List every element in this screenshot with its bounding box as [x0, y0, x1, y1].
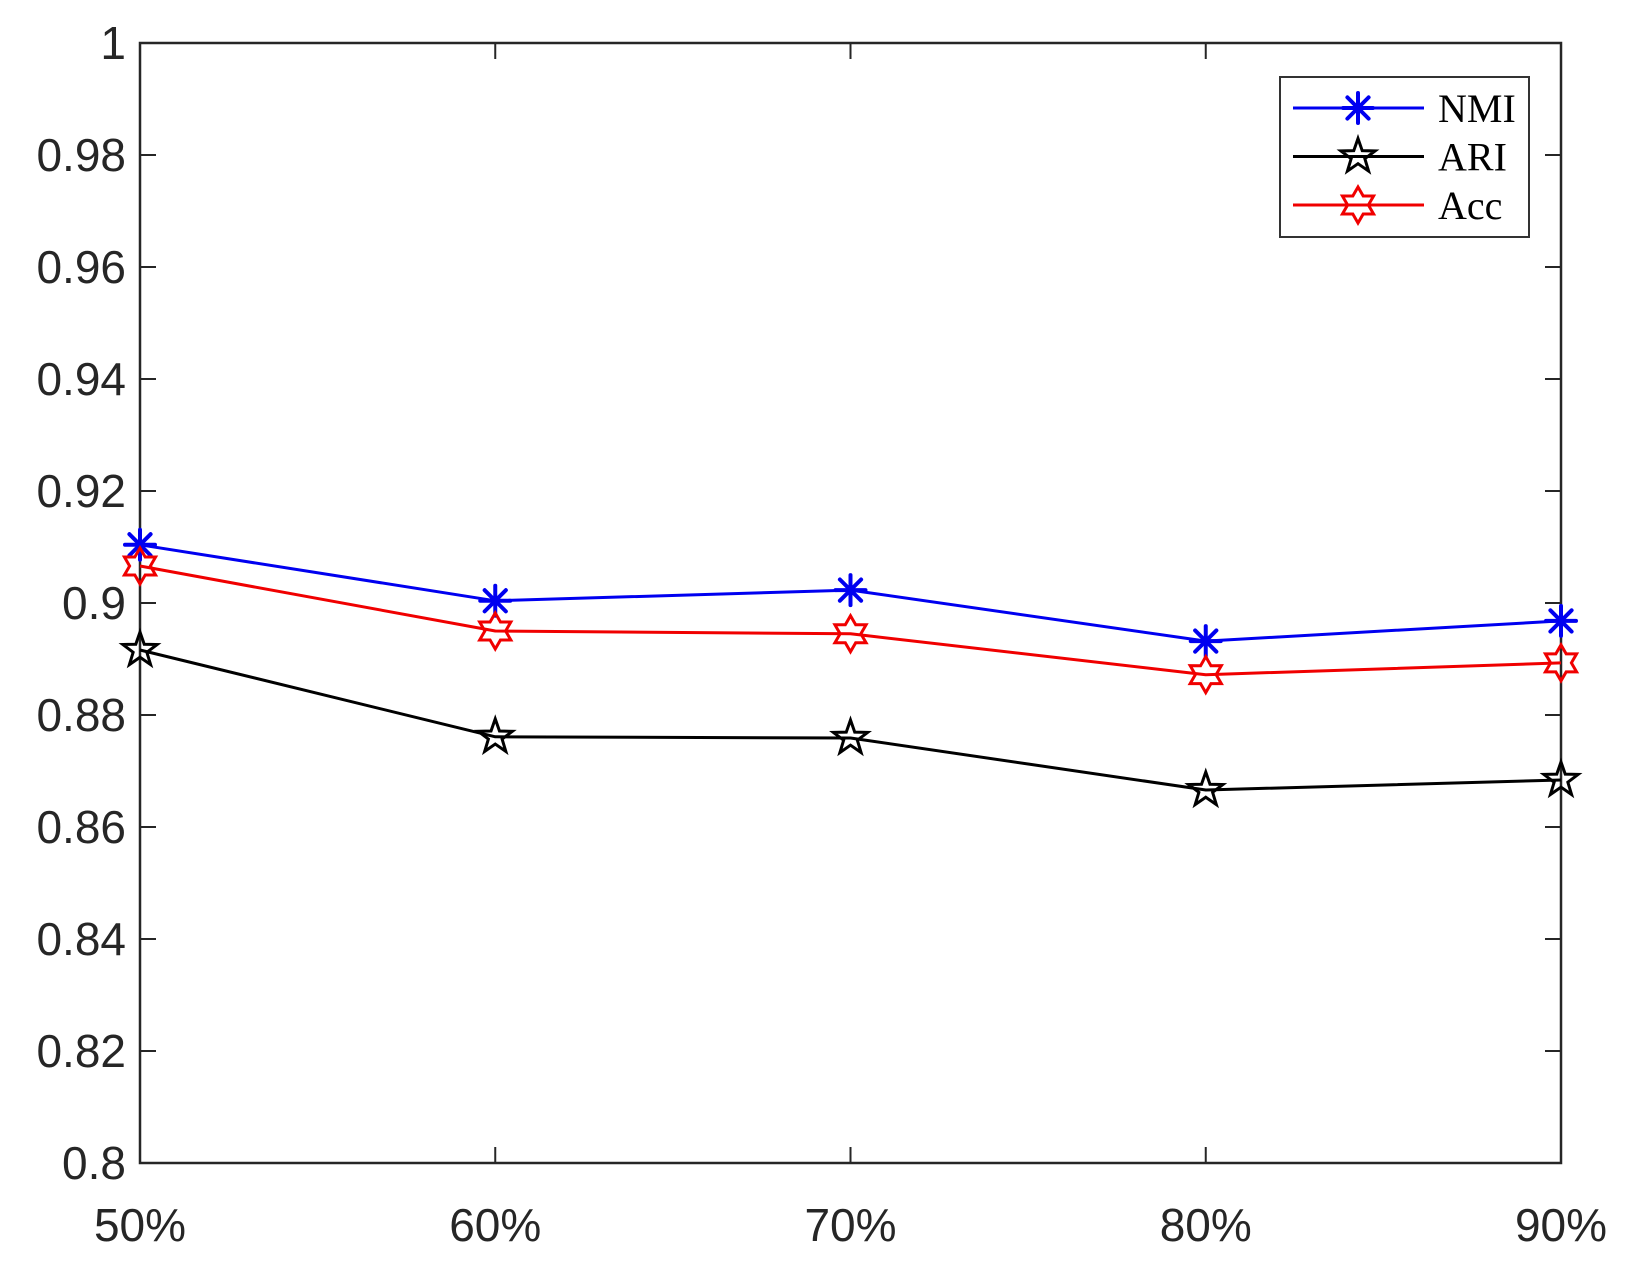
series-line-ari [139, 648, 1562, 792]
pentagram-marker-icon [1184, 767, 1228, 809]
pentagram-outline [118, 627, 162, 669]
asterisk-spoke [1548, 608, 1574, 634]
hexagram-marker-icon [477, 609, 514, 653]
legend-item-acc: Acc [1293, 183, 1502, 228]
asterisk-spoke [1193, 628, 1219, 654]
legend-item-nmi: NMI [1293, 86, 1516, 131]
hexagram-marker-icon [1339, 183, 1377, 227]
pentagram-outline [829, 715, 872, 757]
asterisk-marker-icon [1188, 624, 1223, 659]
pentagram-marker-icon [1539, 757, 1583, 799]
x-tick-label: 60% [449, 1199, 541, 1251]
x-tick-label: 70% [804, 1199, 896, 1251]
pentagram-marker-icon [473, 714, 517, 756]
legend-item-ari: ARI [1293, 133, 1507, 180]
asterisk-spoke [482, 588, 508, 614]
y-tick-label: 1 [100, 17, 126, 69]
hexagram-outline [477, 609, 514, 653]
series-line-acc [139, 564, 1562, 677]
pentagram-outline [1336, 133, 1380, 175]
y-tick-label: 0.98 [36, 129, 126, 181]
legend-label: ARI [1438, 135, 1507, 180]
y-tick-label: 0.96 [36, 241, 126, 293]
pentagram-marker-icon [1336, 133, 1380, 175]
pentagram-marker-icon [118, 627, 162, 669]
hexagram-outline [832, 612, 869, 655]
legend-label: NMI [1438, 86, 1516, 131]
pentagram-marker-icon [829, 715, 872, 757]
y-tick-label: 0.8 [62, 1137, 126, 1189]
asterisk-marker-icon [123, 527, 157, 562]
y-tick-label: 0.86 [36, 801, 126, 853]
pentagram-outline [1184, 767, 1228, 809]
y-tick-label: 0.94 [36, 353, 126, 405]
pentagram-outline [1539, 757, 1583, 799]
hexagram-marker-icon [121, 545, 159, 588]
hexagram-outline [121, 545, 159, 588]
asterisk-marker-icon [833, 573, 868, 608]
hexagram-marker-icon [1187, 653, 1224, 696]
hexagram-outline [1542, 641, 1580, 684]
y-tick-label: 0.9 [62, 577, 126, 629]
plot-border [138, 41, 1563, 1165]
hexagram-marker-icon [1542, 641, 1580, 684]
y-tick-label: 0.92 [36, 465, 126, 517]
legend-label: Acc [1438, 183, 1502, 228]
hexagram-outline [1187, 653, 1224, 696]
y-tick-label: 0.84 [36, 913, 126, 965]
asterisk-spoke [127, 532, 153, 558]
pentagram-outline [473, 714, 517, 756]
y-tick-label: 0.82 [36, 1025, 126, 1077]
hexagram-outline [1339, 183, 1377, 227]
asterisk-spoke [1345, 95, 1371, 121]
asterisk-marker-icon [1544, 603, 1578, 638]
x-tick-label: 50% [94, 1199, 186, 1251]
x-tick-label: 80% [1160, 1199, 1252, 1251]
asterisk-marker-icon [1341, 91, 1375, 125]
x-tick-label: 90% [1515, 1199, 1607, 1251]
hexagram-marker-icon [832, 612, 869, 655]
asterisk-spoke [837, 577, 864, 603]
y-tick-label: 0.88 [36, 689, 126, 741]
